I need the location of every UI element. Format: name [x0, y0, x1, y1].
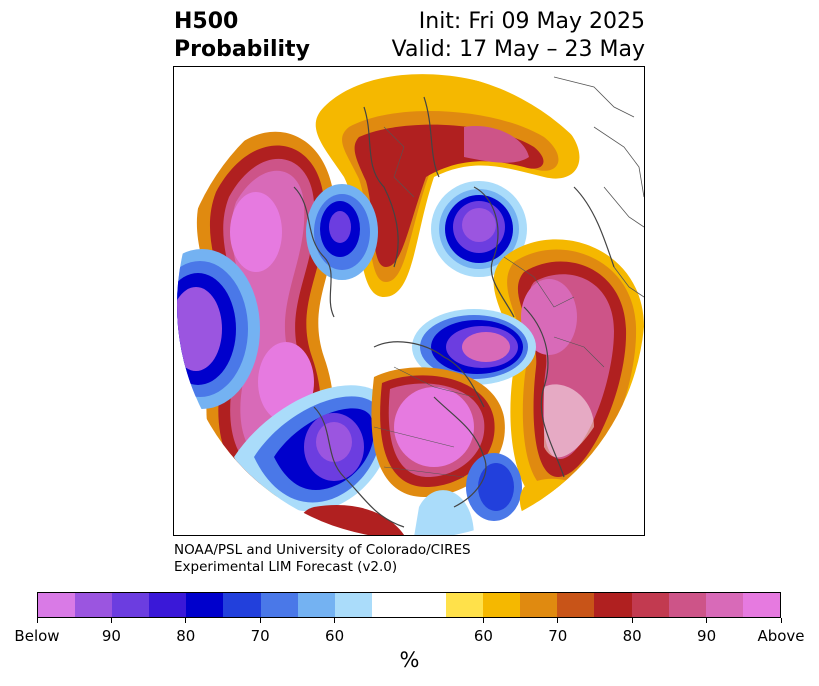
colorbar-tickmark — [185, 618, 187, 623]
colorbar-tickmark — [259, 618, 261, 623]
colorbar-tickmark — [334, 618, 336, 623]
credit: NOAA/PSL and University of Colorado/CIRE… — [174, 542, 471, 576]
colorbar-segment — [75, 593, 113, 617]
lower-left-negative-anomaly — [234, 385, 392, 512]
colorbar — [37, 592, 781, 618]
shaded-field — [177, 71, 644, 535]
colorbar-tickmark — [110, 618, 112, 623]
colorbar-segment — [557, 593, 595, 617]
colorbar-segment — [631, 593, 669, 617]
credit-line1: NOAA/PSL and University of Colorado/CIRE… — [174, 542, 471, 558]
upper-right-negative-anomaly — [431, 181, 527, 277]
colorbar-tick-label: 60 — [473, 627, 493, 645]
colorbar-tickmark — [36, 618, 38, 623]
colorbar-tick-label: Above — [757, 627, 805, 645]
colorbar-segment — [112, 593, 150, 617]
title-line2: Probability — [174, 37, 310, 62]
colorbar-tickmark — [631, 618, 633, 623]
colorbar-segment — [483, 593, 521, 617]
colorbar-tick-label: 70 — [548, 627, 568, 645]
colorbar-tick-label: 80 — [622, 627, 642, 645]
upper-left-negative-anomaly — [306, 184, 378, 280]
colorbar-segment — [38, 593, 76, 617]
valid-range: Valid: 17 May – 23 May — [391, 37, 645, 62]
colorbar-segment — [668, 593, 706, 617]
colorbar-tick-label: 60 — [325, 627, 345, 645]
colorbar-segment — [223, 593, 261, 617]
colorbar-segment — [334, 593, 372, 617]
map-canvas — [177, 71, 644, 535]
coastlines — [293, 86, 625, 528]
colorbar-tick-label: 90 — [101, 627, 121, 645]
colorbar-segment — [371, 593, 409, 617]
credit-line2: Experimental LIM Forecast (v2.0) — [174, 559, 398, 575]
colorbar-segment — [408, 593, 447, 617]
north-ridge — [315, 74, 580, 297]
title-line1: H500 — [174, 9, 239, 34]
colorbar-segment — [705, 593, 743, 617]
outer-coastlines — [553, 76, 644, 298]
colorbar-tickmark — [482, 618, 484, 623]
title-right: Init: Fri 09 May 2025 Valid: 17 May – 23… — [392, 8, 645, 64]
center-negative-anomaly — [412, 309, 536, 385]
colorbar-tick-label: 70 — [250, 627, 270, 645]
title-left: H500 Probability — [174, 8, 310, 64]
colorbar-tick-label: Below — [14, 627, 60, 645]
colorbar-tick-label: 80 — [176, 627, 196, 645]
colorbar-tickmark — [557, 618, 559, 623]
colorbar-tickmark — [780, 618, 782, 623]
colorbar-segment — [520, 593, 558, 617]
colorbar-segment — [149, 593, 187, 617]
colorbar-tick-label: 90 — [697, 627, 717, 645]
lower-center-positive-anomaly — [371, 367, 505, 497]
colorbar-segment — [594, 593, 632, 617]
borders — [373, 126, 605, 478]
colorbar-unit: % — [399, 648, 420, 672]
colorbar-segment — [446, 593, 484, 617]
colorbar-segment — [260, 593, 298, 617]
init-date: Init: Fri 09 May 2025 — [418, 9, 645, 34]
colorbar-segment — [186, 593, 224, 617]
colorbar-tickmark — [706, 618, 708, 623]
probability-map — [173, 66, 645, 536]
colorbar-segment — [742, 593, 780, 617]
colorbar-segment — [297, 593, 335, 617]
